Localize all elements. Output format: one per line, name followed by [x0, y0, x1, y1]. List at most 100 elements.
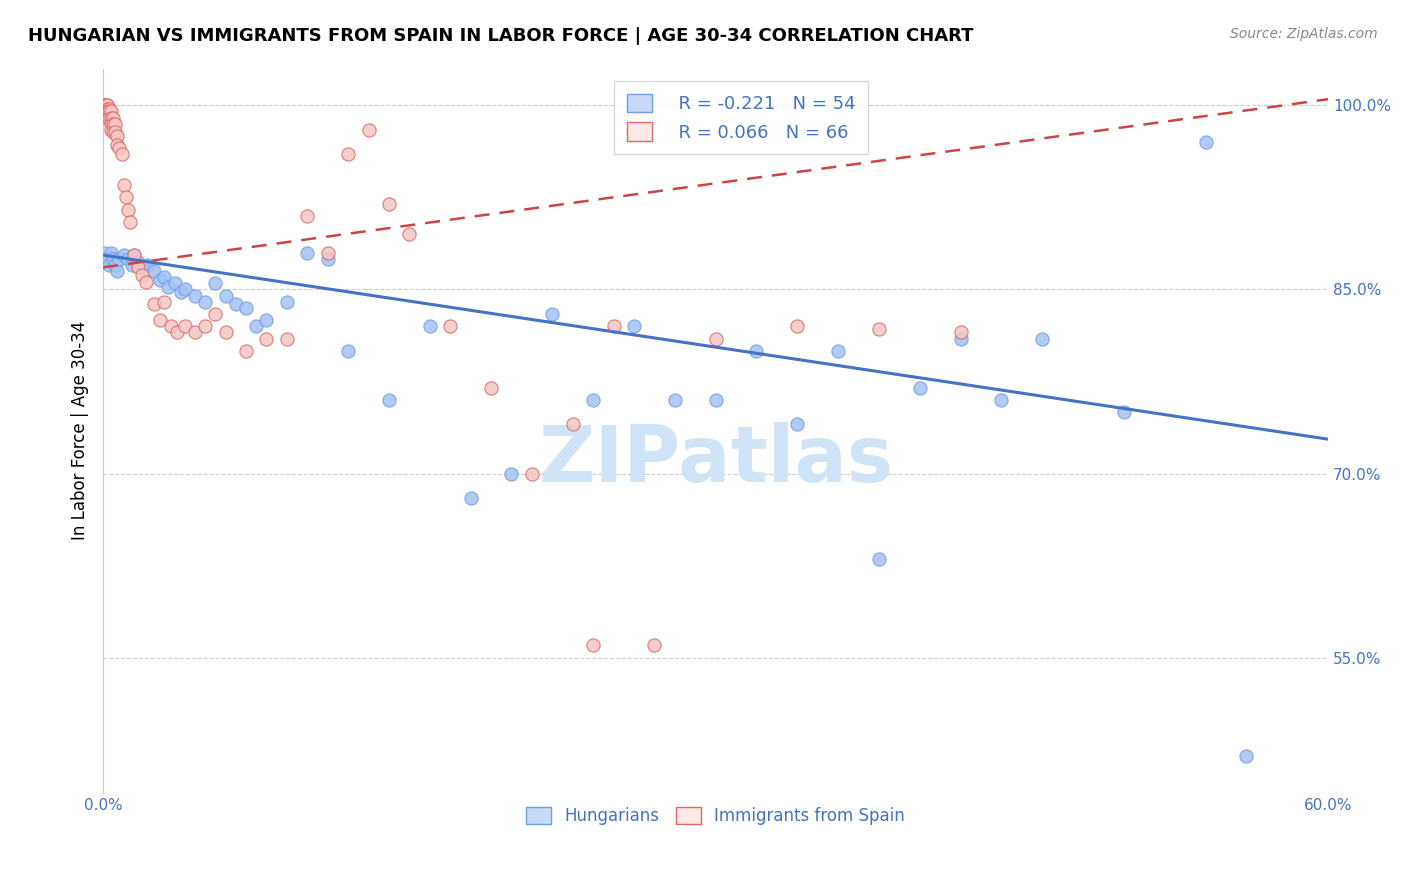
Point	[104, 125, 127, 139]
Point	[100, 123, 122, 137]
Point	[786, 417, 808, 432]
Point	[103, 117, 125, 131]
Point	[643, 639, 665, 653]
Point	[520, 467, 543, 481]
Point	[184, 288, 207, 302]
Point	[1194, 135, 1216, 149]
Point	[96, 98, 118, 112]
Point	[949, 332, 972, 346]
Point	[786, 319, 808, 334]
Point	[153, 294, 176, 309]
Point	[94, 98, 117, 112]
Point	[582, 392, 605, 407]
Point	[337, 343, 360, 358]
Point	[107, 264, 129, 278]
Point	[103, 125, 125, 139]
Point	[117, 202, 139, 217]
Point	[419, 319, 441, 334]
Point	[908, 381, 931, 395]
Point	[94, 98, 117, 112]
Point	[96, 252, 118, 266]
Point	[98, 102, 121, 116]
Point	[94, 104, 117, 119]
Point	[602, 319, 624, 334]
Point	[235, 343, 257, 358]
Point	[107, 137, 129, 152]
Point	[1236, 748, 1258, 763]
Point	[108, 252, 131, 266]
Point	[949, 326, 972, 340]
Point	[94, 98, 117, 112]
Point	[297, 245, 319, 260]
Text: HUNGARIAN VS IMMIGRANTS FROM SPAIN IN LABOR FORCE | AGE 30-34 CORRELATION CHART: HUNGARIAN VS IMMIGRANTS FROM SPAIN IN LA…	[28, 27, 973, 45]
Point	[173, 282, 195, 296]
Point	[98, 258, 121, 272]
Point	[256, 332, 278, 346]
Point	[245, 319, 267, 334]
Point	[127, 260, 149, 275]
Point	[214, 326, 236, 340]
Point	[337, 147, 360, 161]
Point	[868, 552, 890, 566]
Point	[153, 270, 176, 285]
Point	[276, 294, 298, 309]
Point	[100, 245, 122, 260]
Point	[143, 297, 166, 311]
Point	[1031, 332, 1053, 346]
Point	[107, 128, 129, 143]
Point	[378, 392, 401, 407]
Point	[96, 107, 118, 121]
Text: ZIPatlas: ZIPatlas	[538, 422, 893, 498]
Point	[159, 319, 181, 334]
Point	[316, 252, 339, 266]
Point	[96, 98, 118, 112]
Point	[582, 639, 605, 653]
Point	[108, 141, 131, 155]
Point	[235, 301, 257, 315]
Point	[170, 285, 193, 299]
Point	[117, 252, 139, 266]
Point	[439, 319, 461, 334]
Point	[94, 102, 117, 116]
Point	[204, 277, 226, 291]
Point	[149, 313, 172, 327]
Point	[460, 491, 482, 505]
Point	[398, 227, 420, 242]
Point	[357, 123, 380, 137]
Point	[501, 467, 523, 481]
Point	[149, 272, 172, 286]
Point	[98, 111, 121, 125]
Point	[157, 280, 180, 294]
Point	[112, 178, 135, 193]
Point	[704, 332, 727, 346]
Point	[121, 258, 143, 272]
Point	[276, 332, 298, 346]
Point	[122, 248, 145, 262]
Point	[1112, 405, 1135, 419]
Point	[166, 326, 188, 340]
Point	[378, 196, 401, 211]
Point	[541, 307, 564, 321]
Point	[94, 102, 117, 116]
Point	[163, 277, 186, 291]
Point	[561, 417, 583, 432]
Point	[100, 111, 122, 125]
Point	[96, 104, 118, 119]
Point	[118, 215, 141, 229]
Point	[664, 392, 686, 407]
Point	[132, 260, 155, 275]
Point	[114, 190, 136, 204]
Point	[184, 326, 207, 340]
Point	[104, 258, 127, 272]
Point	[479, 381, 502, 395]
Point	[704, 392, 727, 407]
Point	[623, 319, 645, 334]
Point	[745, 343, 768, 358]
Text: Source: ZipAtlas.com: Source: ZipAtlas.com	[1230, 27, 1378, 41]
Point	[136, 258, 159, 272]
Point	[256, 313, 278, 327]
Point	[990, 392, 1012, 407]
Point	[103, 252, 125, 266]
Point	[194, 294, 217, 309]
Point	[112, 248, 135, 262]
